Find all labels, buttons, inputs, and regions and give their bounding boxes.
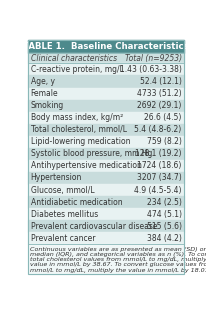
Text: Age, y: Age, y — [30, 77, 54, 86]
Bar — [28, 148, 183, 160]
Text: 474 (5.1): 474 (5.1) — [146, 210, 181, 219]
Text: 5.4 (4.8-6.2): 5.4 (4.8-6.2) — [134, 125, 181, 134]
Text: Total (n=9253): Total (n=9253) — [124, 54, 181, 63]
Text: Diabetes mellitus: Diabetes mellitus — [30, 210, 97, 219]
Text: 515 (5.6): 515 (5.6) — [146, 222, 181, 231]
Text: 384 (4.2): 384 (4.2) — [146, 234, 181, 243]
Text: 1724 (18.6): 1724 (18.6) — [137, 162, 181, 171]
Bar — [28, 124, 183, 136]
Text: Smoking: Smoking — [30, 101, 63, 110]
Bar — [28, 136, 183, 148]
Text: 4.9 (4.5-5.4): 4.9 (4.5-5.4) — [133, 186, 181, 195]
Text: Body mass index, kg/m²: Body mass index, kg/m² — [30, 113, 122, 122]
Bar — [28, 232, 183, 244]
Text: Continuous variables are as presented as mean (SD) or as: Continuous variables are as presented as… — [30, 247, 206, 252]
Bar — [28, 196, 183, 208]
Bar — [28, 100, 183, 112]
Text: C-reactive protein, mg/L: C-reactive protein, mg/L — [30, 65, 123, 74]
Text: Antidiabetic medication: Antidiabetic medication — [30, 197, 122, 206]
Text: 52.4 (12.1): 52.4 (12.1) — [139, 77, 181, 86]
Text: 128.1 (19.2): 128.1 (19.2) — [135, 149, 181, 158]
Text: Hypertension: Hypertension — [30, 174, 82, 183]
Text: median (IQR), and categorical variables as n (%). To convert: median (IQR), and categorical variables … — [30, 252, 206, 257]
Bar — [28, 184, 183, 196]
Text: Female: Female — [30, 89, 58, 98]
Text: 234 (2.5): 234 (2.5) — [146, 197, 181, 206]
Text: Total cholesterol, mmol/L: Total cholesterol, mmol/L — [30, 125, 126, 134]
Bar — [28, 87, 183, 100]
Bar — [28, 75, 183, 87]
Text: Prevalent cardiovascular disease: Prevalent cardiovascular disease — [30, 222, 156, 231]
Text: 1.43 (0.63-3.38): 1.43 (0.63-3.38) — [119, 65, 181, 74]
Text: value in mmol/L by 38.67. To convert glucose values from: value in mmol/L by 38.67. To convert glu… — [30, 262, 206, 267]
Bar — [28, 172, 183, 184]
Bar — [28, 220, 183, 232]
Text: Systolic blood pressure, mm Hg: Systolic blood pressure, mm Hg — [30, 149, 151, 158]
Text: TABLE 1.  Baseline Characteristics: TABLE 1. Baseline Characteristics — [23, 42, 188, 51]
Text: 759 (8.2): 759 (8.2) — [146, 137, 181, 146]
Text: 2692 (29.1): 2692 (29.1) — [137, 101, 181, 110]
Bar — [28, 244, 183, 274]
Text: total cholesterol values from mmol/L to mg/dL, multiply the: total cholesterol values from mmol/L to … — [30, 257, 206, 262]
Bar — [28, 53, 183, 63]
Bar — [28, 208, 183, 220]
Bar — [28, 112, 183, 124]
Bar — [28, 39, 183, 53]
Text: Clinical characteristics: Clinical characteristics — [30, 54, 116, 63]
Text: 26.6 (4.5): 26.6 (4.5) — [144, 113, 181, 122]
Text: 4733 (51.2): 4733 (51.2) — [136, 89, 181, 98]
Text: Antihypertensive medication: Antihypertensive medication — [30, 162, 141, 171]
Text: Prevalent cancer: Prevalent cancer — [30, 234, 95, 243]
Text: mmol/L to mg/dL, multiply the value in mmol/L by 18.018.: mmol/L to mg/dL, multiply the value in m… — [30, 268, 206, 272]
Text: Glucose, mmol/L: Glucose, mmol/L — [30, 186, 94, 195]
Text: Lipid-lowering medication: Lipid-lowering medication — [30, 137, 129, 146]
Bar — [28, 160, 183, 172]
Text: 3207 (34.7): 3207 (34.7) — [136, 174, 181, 183]
Bar — [28, 63, 183, 75]
